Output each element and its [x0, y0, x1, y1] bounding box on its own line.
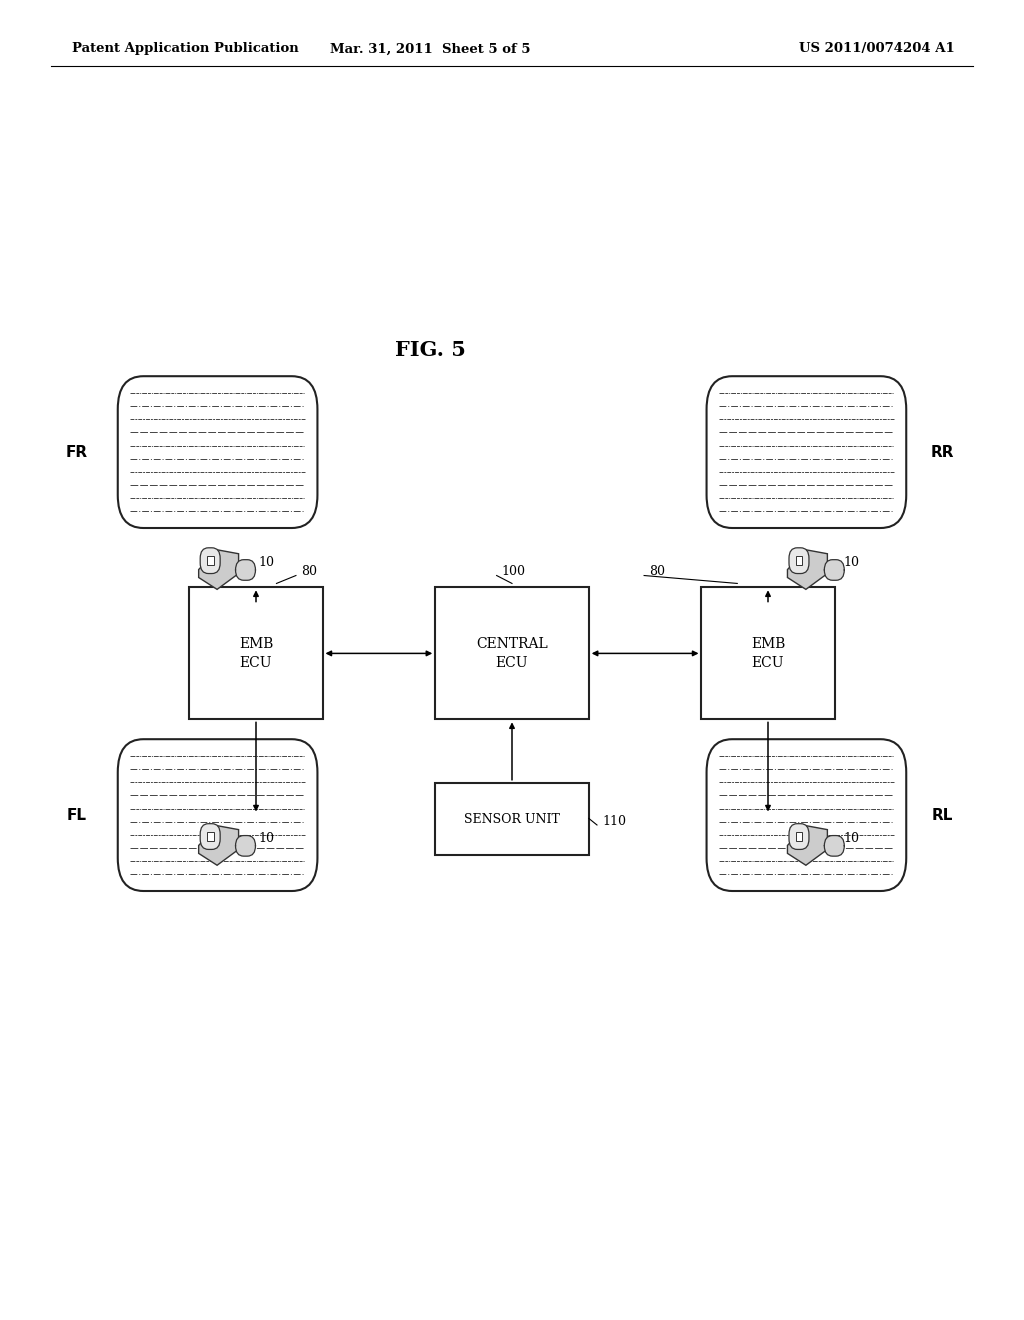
- Text: EMB
ECU: EMB ECU: [751, 636, 785, 671]
- Text: EMB
ECU: EMB ECU: [239, 636, 273, 671]
- Text: 10: 10: [844, 832, 860, 845]
- FancyBboxPatch shape: [707, 739, 906, 891]
- Polygon shape: [199, 826, 239, 866]
- Text: SENSOR UNIT: SENSOR UNIT: [464, 813, 560, 825]
- Polygon shape: [199, 550, 239, 589]
- Text: 110: 110: [602, 814, 626, 828]
- FancyBboxPatch shape: [824, 836, 844, 857]
- Text: 10: 10: [258, 556, 274, 569]
- Bar: [207, 556, 214, 565]
- Text: 10: 10: [258, 832, 274, 845]
- Bar: [435, 783, 589, 855]
- Bar: [435, 587, 589, 719]
- FancyBboxPatch shape: [201, 548, 220, 574]
- Bar: [796, 556, 803, 565]
- Text: CENTRAL
ECU: CENTRAL ECU: [476, 636, 548, 671]
- Polygon shape: [787, 826, 827, 866]
- Text: RR: RR: [931, 445, 953, 461]
- FancyBboxPatch shape: [118, 376, 317, 528]
- Text: 80: 80: [649, 565, 666, 578]
- Text: 80: 80: [301, 565, 317, 578]
- Bar: [796, 832, 803, 841]
- FancyBboxPatch shape: [824, 560, 844, 581]
- Text: FIG. 5: FIG. 5: [394, 339, 466, 360]
- FancyBboxPatch shape: [201, 824, 220, 850]
- FancyBboxPatch shape: [236, 560, 255, 581]
- FancyBboxPatch shape: [790, 824, 809, 850]
- FancyBboxPatch shape: [236, 836, 255, 857]
- FancyBboxPatch shape: [707, 376, 906, 528]
- Bar: [701, 587, 835, 719]
- Polygon shape: [787, 550, 827, 589]
- FancyBboxPatch shape: [118, 739, 317, 891]
- Text: 10: 10: [844, 556, 860, 569]
- Text: FL: FL: [67, 808, 87, 824]
- Text: US 2011/0074204 A1: US 2011/0074204 A1: [799, 42, 954, 55]
- Text: Patent Application Publication: Patent Application Publication: [72, 42, 298, 55]
- Text: RL: RL: [932, 808, 952, 824]
- Bar: [189, 587, 323, 719]
- Text: 100: 100: [502, 565, 525, 578]
- Text: FR: FR: [66, 445, 88, 461]
- FancyBboxPatch shape: [790, 548, 809, 574]
- Text: Mar. 31, 2011  Sheet 5 of 5: Mar. 31, 2011 Sheet 5 of 5: [330, 42, 530, 55]
- Bar: [207, 832, 214, 841]
